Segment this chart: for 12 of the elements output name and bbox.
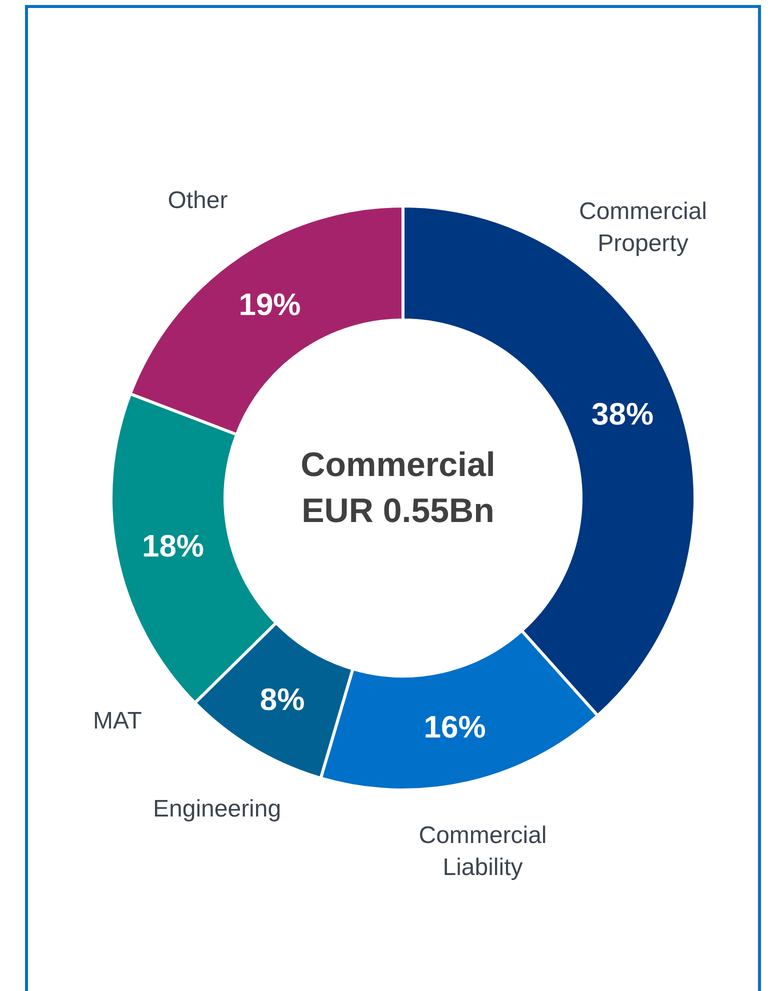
text: EUR 0.55Bn <box>302 492 494 530</box>
data-label: 16% <box>424 710 486 745</box>
slice-label: MAT <box>93 707 142 734</box>
data-label: 38% <box>592 396 654 432</box>
text: Commercial <box>300 446 496 484</box>
slice-label: Commercial Property <box>578 197 708 256</box>
data-label: 18% <box>142 528 204 564</box>
data-label: 8% <box>260 682 305 718</box>
slice-label: Other <box>168 186 228 214</box>
slice-label: Engineering <box>152 795 282 822</box>
slice-label: Commercial Liability <box>418 822 547 881</box>
data-label: 19% <box>238 286 301 322</box>
